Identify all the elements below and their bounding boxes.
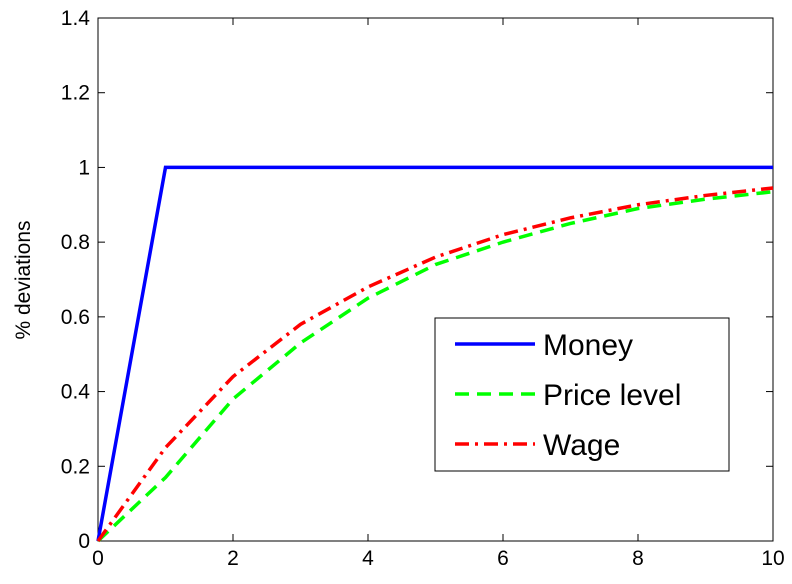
y-tick-label: 1 bbox=[78, 156, 90, 179]
y-tick-label: 0.4 bbox=[61, 381, 91, 404]
legend-label: Money bbox=[543, 329, 633, 362]
y-tick-label: 0 bbox=[78, 530, 90, 553]
y-tick-label: 0.8 bbox=[61, 231, 90, 254]
y-tick-label: 1.2 bbox=[61, 82, 90, 105]
line-series bbox=[96, 165, 773, 542]
legend-label: Price level bbox=[543, 379, 681, 412]
x-tick-label: 10 bbox=[761, 547, 784, 570]
line-series bbox=[96, 189, 774, 543]
legend-label: Wage bbox=[543, 429, 620, 462]
x-tick-label: 2 bbox=[227, 547, 239, 570]
x-tick-label: 4 bbox=[362, 547, 374, 570]
line-series bbox=[96, 186, 774, 543]
y-tick-label: 1.4 bbox=[61, 7, 91, 30]
y-tick-label: 0.6 bbox=[61, 306, 90, 329]
x-tick-label: 8 bbox=[632, 547, 644, 570]
x-tick-label: 6 bbox=[497, 547, 509, 570]
y-axis-label: % deviations bbox=[12, 220, 35, 339]
y-tick-label: 0.2 bbox=[61, 455, 90, 478]
x-tick-label: 0 bbox=[92, 547, 104, 570]
